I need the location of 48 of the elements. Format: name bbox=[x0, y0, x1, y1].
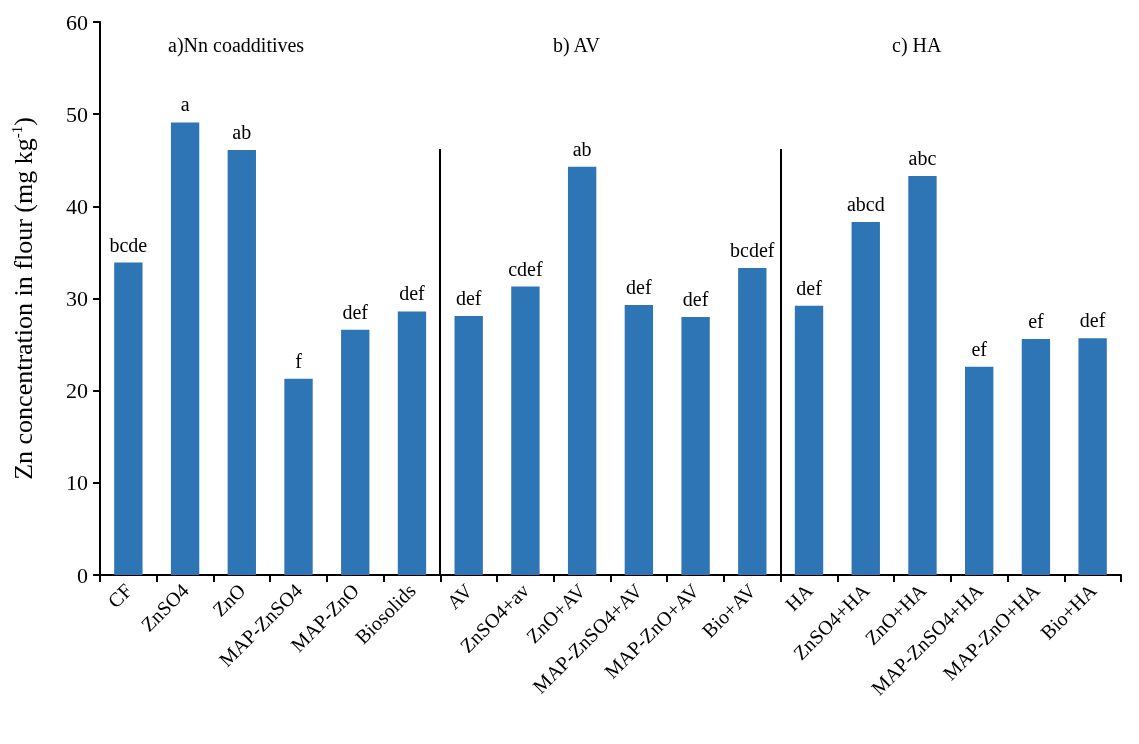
data-label: ab bbox=[232, 121, 252, 144]
data-label: def bbox=[342, 300, 369, 323]
bar bbox=[681, 316, 710, 575]
data-label: ef bbox=[1028, 310, 1045, 333]
data-label: a bbox=[180, 93, 190, 116]
bar bbox=[965, 366, 994, 575]
bar bbox=[1021, 339, 1051, 575]
annotation: c) HA bbox=[892, 34, 942, 57]
y-tick-label: 50 bbox=[66, 101, 88, 127]
annotation: b) AV bbox=[553, 34, 600, 57]
data-label: def bbox=[1079, 309, 1106, 332]
y-tick-label: 0 bbox=[77, 562, 88, 588]
bar bbox=[851, 222, 880, 575]
data-label: def bbox=[455, 287, 482, 310]
data-label: def bbox=[796, 276, 823, 299]
data-label: cdef bbox=[508, 257, 543, 280]
bar bbox=[341, 329, 370, 575]
annotation: a)Nn coadditives bbox=[168, 34, 305, 57]
bar bbox=[511, 286, 540, 575]
bar bbox=[284, 378, 313, 575]
data-label: f bbox=[295, 349, 303, 372]
bar bbox=[227, 150, 256, 575]
y-tick-label: 40 bbox=[66, 193, 88, 219]
y-axis-title: Zn concentration in flour (mg kg-1) bbox=[8, 117, 38, 480]
data-label: ef bbox=[971, 337, 988, 360]
y-tick-label: 60 bbox=[66, 9, 88, 35]
x-tick-label: CF bbox=[103, 579, 137, 613]
bar bbox=[454, 316, 483, 575]
data-label: bcde bbox=[109, 233, 148, 256]
data-label: bcdef bbox=[730, 239, 775, 262]
data-label: def bbox=[399, 282, 426, 305]
bar bbox=[624, 304, 654, 575]
data-label: ab bbox=[572, 137, 592, 160]
y-tick-label: 30 bbox=[66, 286, 88, 311]
y-tick-label: 20 bbox=[66, 378, 88, 404]
y-tick-label: 10 bbox=[66, 470, 88, 496]
data-label: abcd bbox=[846, 193, 885, 215]
data-label: def bbox=[626, 275, 652, 298]
data-label: abc bbox=[908, 146, 937, 169]
bar bbox=[567, 166, 597, 575]
bar bbox=[738, 268, 767, 575]
bar bbox=[170, 122, 200, 575]
bar bbox=[114, 262, 143, 575]
bar bbox=[1078, 338, 1107, 575]
bar bbox=[397, 311, 427, 575]
data-label: def bbox=[682, 287, 709, 310]
bar bbox=[794, 305, 824, 575]
bar bbox=[908, 175, 937, 575]
